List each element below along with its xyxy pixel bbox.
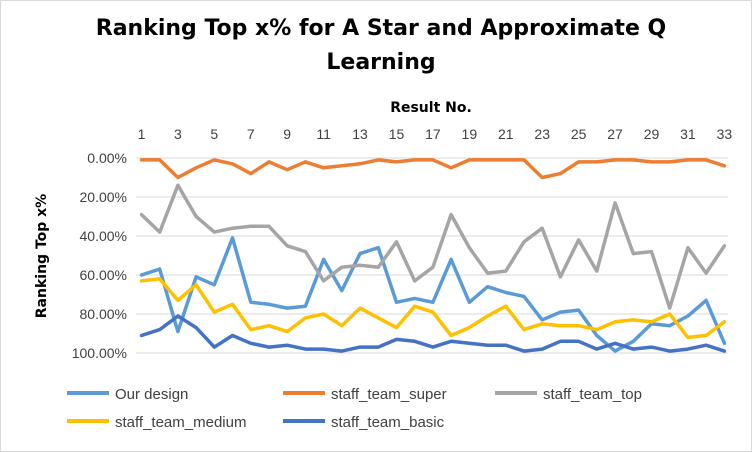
y-tick-label: 40.00% — [80, 228, 127, 244]
y-tick-label: 100.00% — [72, 345, 127, 361]
x-tick-label: 21 — [498, 126, 514, 142]
y-tick-label: 20.00% — [80, 189, 127, 205]
y-tick-label: 60.00% — [80, 267, 127, 283]
x-tick-label: 3 — [174, 126, 182, 142]
x-tick-label: 5 — [210, 126, 218, 142]
y-tick-labels: 0.00% 20.00% 40.00% 60.00% 80.00% 100.00% — [72, 150, 127, 361]
legend-label: Our design — [115, 386, 188, 403]
legend-label: staff_team_top — [543, 386, 642, 403]
series-line-staff-team-medium — [139, 277, 727, 340]
x-axis-title: Result No. — [390, 100, 472, 116]
chart-title-line-2: Learning — [326, 50, 435, 75]
legend-label: staff_team_super — [331, 386, 447, 403]
y-axis-title: Ranking Top x% — [34, 194, 50, 318]
x-tick-label: 31 — [680, 126, 696, 142]
x-tick-label: 29 — [644, 126, 660, 142]
legend: Our design staff_team_super staff_team_top… — [67, 386, 642, 431]
legend-label: staff_team_medium — [115, 414, 246, 431]
series-lines — [139, 158, 727, 353]
x-tick-label: 1 — [138, 126, 146, 142]
x-tick-label: 11 — [316, 126, 331, 142]
chart-title-line-1: Ranking Top x% for A Star and Approximat… — [96, 16, 667, 41]
series-line-staff-team-super — [139, 158, 727, 180]
x-tick-label: 23 — [534, 126, 550, 142]
x-tick-labels: 1 3 5 7 9 11 13 15 17 19 21 23 25 27 29 31 33 — [138, 126, 733, 142]
x-tick-label: 9 — [283, 126, 291, 142]
x-tick-label: 25 — [571, 126, 587, 142]
series-line-staff-team-basic — [139, 314, 727, 353]
x-tick-label: 27 — [607, 126, 623, 142]
legend-label: staff_team_basic — [331, 414, 445, 431]
y-tick-label: 80.00% — [80, 306, 127, 322]
x-tick-label: 17 — [425, 126, 441, 142]
y-tick-label: 0.00% — [87, 150, 127, 166]
x-tick-label: 33 — [717, 126, 733, 142]
x-tick-label: 7 — [247, 126, 255, 142]
gridlines — [136, 157, 728, 354]
series-line-staff-team-top — [139, 183, 727, 310]
x-tick-label: 13 — [352, 126, 368, 142]
x-tick-label: 19 — [462, 126, 478, 142]
series-line-our-design — [139, 236, 727, 353]
x-tick-label: 15 — [389, 126, 405, 142]
